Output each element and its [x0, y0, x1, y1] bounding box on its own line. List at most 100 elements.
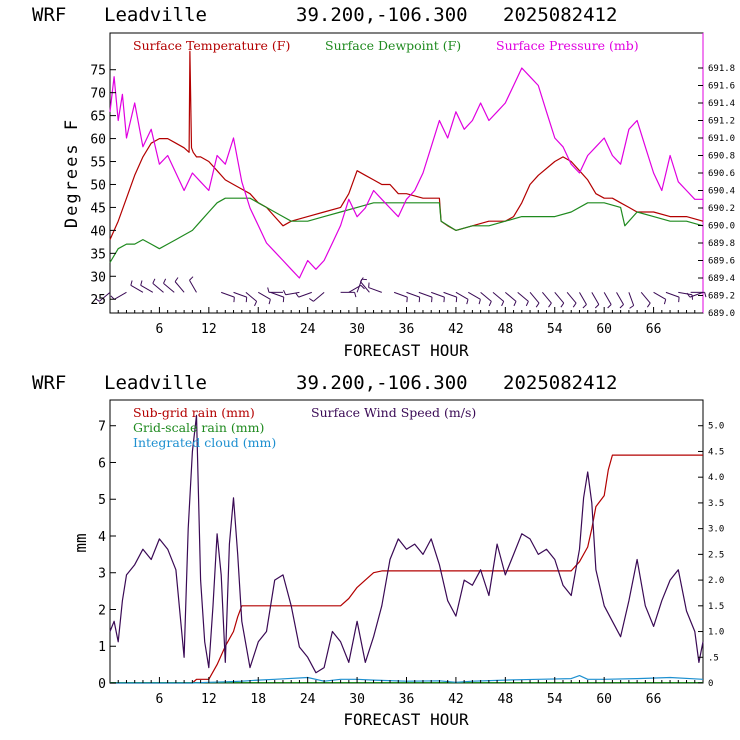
panel1-y-tick-label: 35: [90, 247, 106, 262]
wind-barb: [393, 291, 408, 303]
wind-barb: [418, 291, 433, 303]
panel2-y-tick-label: 7: [98, 420, 106, 435]
panel1-y2-tick-label: 689.4: [708, 274, 735, 284]
wind-barb: [283, 290, 300, 296]
wind-barb: [245, 291, 258, 307]
panel1-xlabel: FORECAST HOUR: [343, 341, 469, 360]
panel1-ylabel: Degrees F: [62, 118, 82, 228]
wind-barb: [309, 291, 325, 302]
panel2-x-tick-label: 48: [498, 692, 514, 707]
panel1-x-tick-label: 36: [399, 322, 415, 337]
wind-barb: [554, 292, 565, 308]
panel1-x-tick-label: 60: [596, 322, 612, 337]
panel2-y2-tick-label: 3.5: [708, 499, 724, 509]
wind-barb: [110, 291, 127, 300]
panel2-x-tick-label: 42: [448, 692, 464, 707]
wind-barb: [348, 284, 365, 293]
panel2-y2-tick-label: 2.0: [708, 576, 724, 586]
panel1-y-tick-label: 25: [90, 293, 106, 308]
panel2-x-tick-label: 60: [596, 692, 612, 707]
panel1-y-tick-label: 65: [90, 110, 106, 125]
wind-barb: [492, 291, 505, 307]
wind-barb: [542, 292, 552, 308]
sub-grid-rain-line: [110, 454, 703, 684]
panel2-y2-tick-label: 5.0: [708, 422, 724, 432]
wind-barb: [94, 291, 111, 302]
wind-barb: [233, 291, 248, 303]
panel1-location: Leadville: [104, 4, 207, 26]
wind-barb: [591, 292, 600, 309]
legend-wind-speed: Surface Wind Speed (m/s): [311, 405, 476, 420]
panel1-x-tick-label: 66: [646, 322, 662, 337]
panel2-plot: 6 12 18 24 30 36 42 48 54 60 66012345670.51.01.52.…: [71, 399, 724, 729]
wind-barb: [566, 292, 577, 308]
panel1-y2-tick-label: 690.6: [708, 169, 735, 179]
wind-barb: [267, 287, 283, 293]
wind-barb: [189, 276, 197, 293]
panel1-coords: 39.200,-106.300: [296, 4, 468, 26]
panel1-y2-tick-label: 691.8: [708, 64, 735, 74]
panel1-y-tick-label: 30: [90, 270, 106, 285]
panel2-header: WRF Leadville 39.200,-106.300 2025082412: [32, 372, 617, 394]
panel2-x-tick-label: 18: [250, 692, 266, 707]
legend-gridscale-rain: Grid-scale rain (mm): [133, 420, 264, 435]
wind-barb: [443, 291, 458, 303]
panel1-y2-tick-label: 691.0: [708, 134, 735, 144]
wind-barb: [130, 280, 144, 293]
panel2-init: 2025082412: [503, 372, 617, 394]
panel1-x-tick-label: 24: [300, 322, 316, 337]
panel1-model: WRF: [32, 4, 66, 26]
panel1-y2-tick-label: 689.6: [708, 257, 735, 267]
legend-integrated-cloud: Integrated cloud (mm): [133, 435, 276, 450]
panel2-y2-tick-label: 0: [708, 679, 713, 689]
panel2-x-tick-label: 30: [349, 692, 365, 707]
surface-pressure-line: [109, 67, 703, 279]
panel1-y2-tick-label: 690.0: [708, 222, 735, 232]
wind-barb: [163, 278, 175, 293]
legend-subgrid-rain: Sub-grid rain (mm): [133, 405, 255, 420]
panel2-legend: Sub-grid rain (mm) Grid-scale rain (mm) …: [133, 405, 476, 450]
legend-dewpoint: Surface Dewpoint (F): [325, 38, 461, 53]
panel1-x-tick-label: 54: [547, 322, 563, 337]
panel1-y2-tick-label: 690.8: [708, 152, 735, 162]
surface-temperature-line: [109, 50, 704, 240]
wind-barb: [455, 291, 469, 305]
panel2-y-tick-label: 0: [98, 677, 106, 692]
panel2-x-tick-label: 36: [399, 692, 415, 707]
wind-barb: [340, 291, 357, 298]
wind-barb: [468, 291, 481, 305]
panel2-y2-tick-label: 4.0: [708, 473, 724, 483]
wind-barb: [579, 292, 587, 309]
panel1-x-tick-label: 18: [250, 322, 266, 337]
panel1-y2-tick-label: 691.4: [708, 99, 735, 109]
wind-barbs: [94, 276, 707, 309]
panel2-y2-tick-label: 1.0: [708, 628, 724, 638]
panel1-header: WRF Leadville 39.200,-106.300 2025082412: [32, 4, 617, 26]
panel1-y-tick-label: 55: [90, 156, 106, 171]
wind-barb: [360, 277, 370, 293]
panel1-y2-tick-label: 690.2: [708, 204, 735, 214]
panel1-init: 2025082412: [503, 4, 617, 26]
panel1-y-tick-label: 40: [90, 224, 106, 239]
panel2-coords: 39.200,-106.300: [296, 372, 468, 394]
panel2-model: WRF: [32, 372, 66, 394]
panel2-y-tick-label: 2: [98, 603, 106, 618]
panel2-y2-tick-label: 2.5: [708, 550, 724, 560]
wind-barb: [480, 291, 492, 307]
legend-pressure: Surface Pressure (mb): [496, 38, 639, 53]
panel1-y2-tick-label: 689.8: [708, 239, 735, 249]
panel1-y-tick-label: 45: [90, 201, 106, 216]
panel1-x-tick-label: 42: [448, 322, 464, 337]
wind-barb: [258, 291, 271, 305]
wind-barb: [174, 277, 185, 293]
panel2-y2-tick-label: 1.5: [708, 602, 724, 612]
wind-barb: [152, 278, 164, 293]
wind-barb: [505, 291, 517, 307]
wind-barb: [270, 291, 285, 303]
wind-barb: [140, 280, 154, 293]
panel2-xlabel: FORECAST HOUR: [343, 710, 469, 729]
panel2-ylabel: mm: [71, 533, 90, 552]
wind-barb: [221, 291, 235, 303]
panel2-y-tick-label: 5: [98, 493, 106, 508]
panel1-legend: Surface Temperature (F) Surface Dewpoint…: [133, 38, 639, 53]
